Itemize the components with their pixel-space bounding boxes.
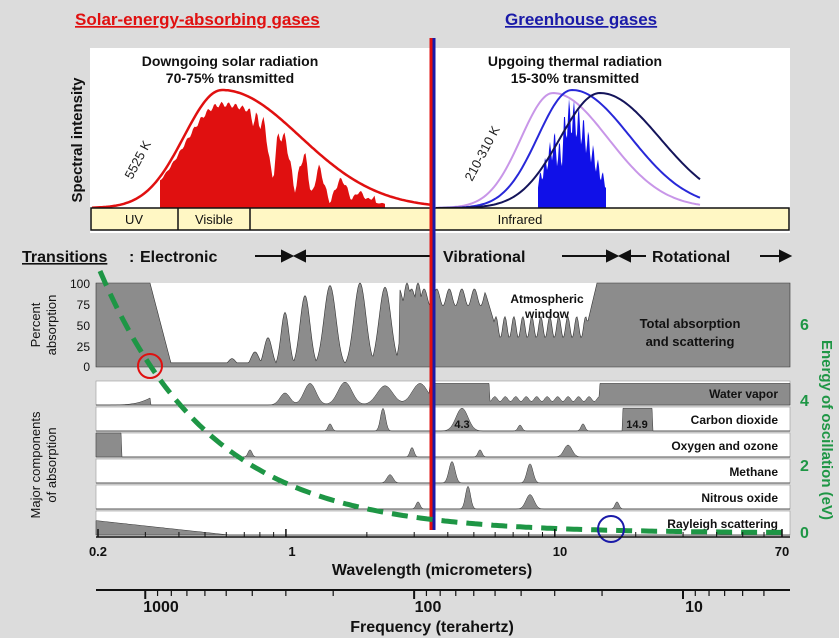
component-absorption-area — [95, 432, 790, 458]
ytick-100: 100 — [70, 277, 90, 291]
spectral-band-strip: UV Visible Infrared — [90, 207, 790, 231]
energy-tick-4: 4 — [800, 393, 809, 410]
transitions-row: Transitions : Electronic Vibrational Rot… — [22, 249, 793, 266]
band-uv: UV — [125, 212, 143, 227]
component-absorption-area — [96, 407, 790, 432]
solar-blackbody-curve — [91, 88, 431, 209]
thermal-curve-260k — [436, 88, 701, 209]
solar-spectrum — [91, 88, 431, 209]
arrowhead-rotational-left — [617, 249, 631, 263]
frequency-axis-label: Frequency (terahertz) — [350, 619, 514, 636]
freq-tick-100: 100 — [415, 599, 442, 616]
component-label: Nitrous oxide — [701, 491, 778, 505]
arrowhead-electronic — [281, 249, 295, 263]
wl-tick-10: 10 — [553, 544, 567, 559]
component-absorption-area — [95, 520, 790, 536]
solar-line2: 70-75% transmitted — [166, 70, 294, 86]
ytick-75: 75 — [77, 298, 91, 312]
total-absorption-area — [95, 282, 791, 368]
component-rows: Water vapor Carbon dioxide Oxygen and ozon… — [95, 380, 791, 536]
component-label: Methane — [729, 465, 778, 479]
transition-rotational: Rotational — [652, 249, 730, 266]
window-label-2: window — [524, 307, 570, 321]
frequency-axis: 1000 100 10 Frequency (terahertz) — [96, 589, 790, 636]
solar-absorbed-fill — [160, 101, 385, 208]
ytick-50: 50 — [77, 319, 91, 333]
transitions-colon: : — [129, 249, 134, 266]
energy-tick-0: 0 — [800, 525, 809, 542]
energy-tick-6: 6 — [800, 317, 809, 334]
absorption-ylabel-2: absorption — [44, 295, 59, 356]
component-row-box — [95, 458, 791, 484]
wavelength-axis: 0.2 1 10 70 Wavelength (micrometers) — [89, 529, 790, 579]
co2-band-4-3: 4.3 — [454, 419, 469, 431]
wl-tick-0-2: 0.2 — [89, 544, 107, 559]
thermal-line1: Upgoing thermal radiation — [488, 53, 662, 69]
thermal-curve-210k — [435, 91, 701, 209]
component-label: Carbon dioxide — [691, 413, 779, 427]
component-label: Rayleigh scattering — [667, 517, 778, 531]
frequency-minor-ticks — [144, 590, 765, 599]
band-infrared: Infrared — [498, 212, 543, 227]
solar-line1: Downgoing solar radiation — [142, 53, 319, 69]
circle-marker-red — [137, 353, 163, 379]
component-absorption-area — [96, 381, 791, 406]
total-label-1: Total absorption — [640, 316, 741, 331]
circle-marker-blue — [597, 515, 625, 543]
component-row-box — [95, 484, 791, 510]
left-title: Solar-energy-absorbing gases — [75, 10, 320, 29]
thermal-curve-310k — [436, 91, 701, 209]
freq-tick-10: 10 — [685, 599, 703, 616]
wavelength-axis-label: Wavelength (micrometers) — [332, 562, 532, 579]
band-visible: Visible — [195, 212, 233, 227]
spectrum-ylabel: Spectral intensity — [69, 77, 86, 203]
arrowhead-rotational-right — [779, 249, 793, 263]
components-ylabel-2: of absorption — [44, 427, 59, 502]
absorption-ylabel-1: Percent — [28, 302, 43, 347]
co2-band-14-9: 14.9 — [626, 419, 647, 431]
ytick-25: 25 — [77, 340, 91, 354]
transitions-label: Transitions — [22, 249, 107, 266]
wavelength-minor-ticks — [97, 529, 783, 537]
component-label: Water vapor — [709, 387, 778, 401]
total-absorption-panel: Percent absorption 100 75 50 25 0 Atmosp… — [28, 277, 791, 374]
component-label: Oxygen and ozone — [671, 439, 778, 453]
components-ylabel-1: Major components — [28, 411, 43, 518]
energy-axis-label: Energy of oscillation (eV) — [818, 340, 835, 520]
wl-tick-70: 70 — [775, 544, 789, 559]
window-label-1: Atmospheric — [510, 292, 584, 306]
thermal-line2: 15-30% transmitted — [511, 70, 639, 86]
freq-tick-1000: 1000 — [143, 599, 179, 616]
energy-tick-2: 2 — [800, 458, 809, 475]
transition-vibrational: Vibrational — [443, 249, 525, 266]
ytick-0: 0 — [83, 360, 90, 374]
arrowhead-vibrational-right — [606, 249, 620, 263]
thermal-absorbed-fill — [538, 98, 606, 208]
component-absorption-area — [96, 485, 790, 510]
component-absorption-area — [96, 461, 790, 484]
band-strip-box — [90, 207, 790, 231]
component-row-box — [95, 406, 791, 432]
total-label-2: and scattering — [646, 334, 735, 349]
arrowhead-vibrational-left — [292, 249, 306, 263]
thermal-spectrum — [435, 88, 701, 209]
transition-electronic: Electronic — [140, 249, 217, 266]
energy-of-oscillation-curve — [97, 270, 790, 535]
wl-tick-1: 1 — [288, 544, 295, 559]
right-title: Greenhouse gases — [505, 10, 657, 29]
